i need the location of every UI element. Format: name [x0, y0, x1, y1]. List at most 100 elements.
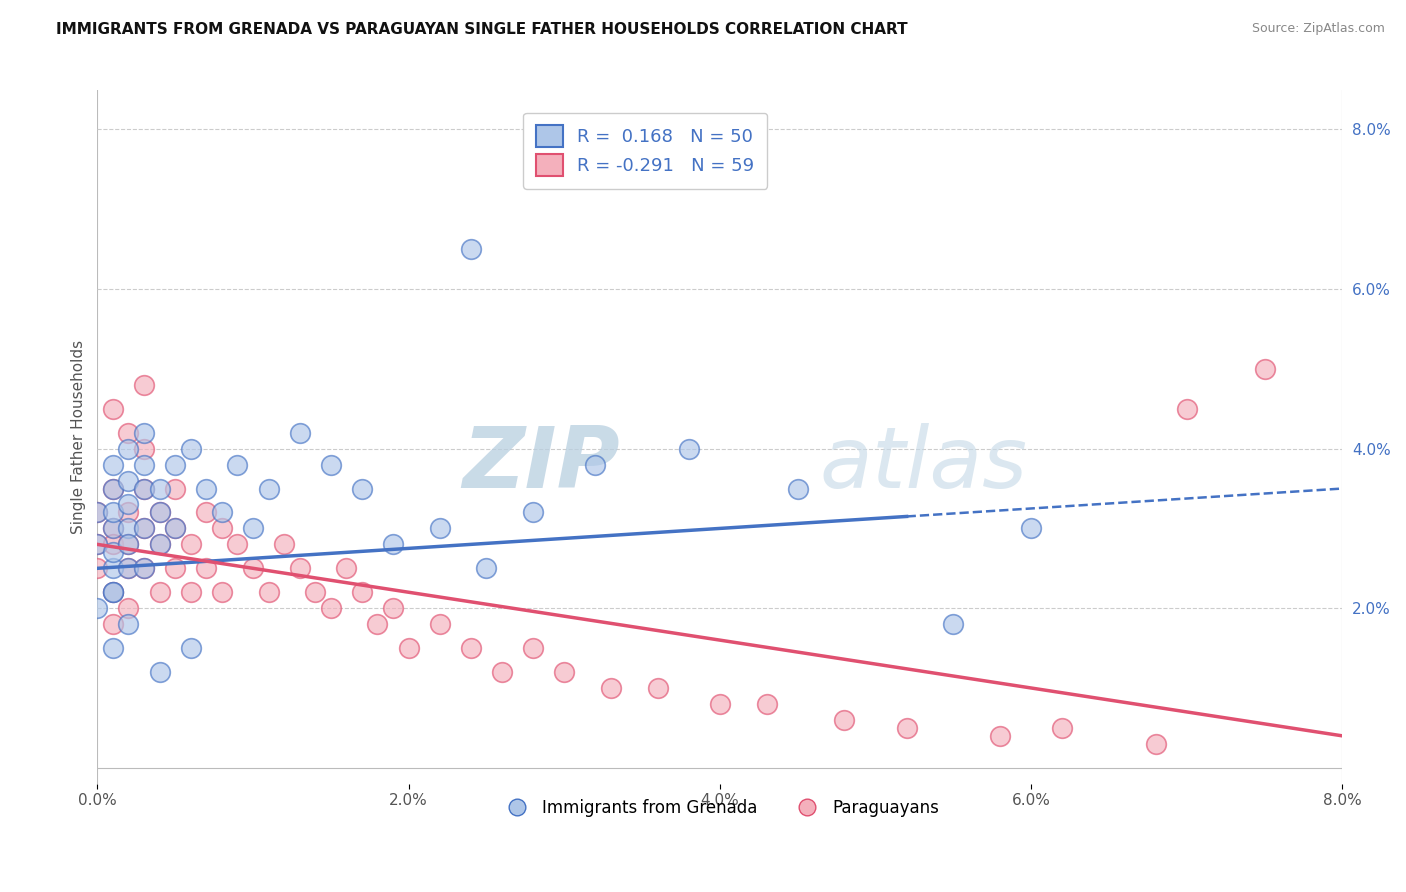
- Point: [149, 506, 172, 520]
- Point: [101, 561, 124, 575]
- Point: [86, 561, 108, 575]
- Point: [398, 641, 420, 656]
- Point: [165, 482, 187, 496]
- Point: [101, 521, 124, 535]
- Point: [180, 585, 202, 599]
- Point: [101, 401, 124, 416]
- Point: [101, 585, 124, 599]
- Point: [132, 561, 155, 575]
- Point: [101, 458, 124, 472]
- Text: IMMIGRANTS FROM GRENADA VS PARAGUAYAN SINGLE FATHER HOUSEHOLDS CORRELATION CHART: IMMIGRANTS FROM GRENADA VS PARAGUAYAN SI…: [56, 22, 908, 37]
- Point: [117, 601, 139, 615]
- Point: [460, 641, 482, 656]
- Point: [583, 458, 606, 472]
- Point: [117, 561, 139, 575]
- Point: [195, 506, 218, 520]
- Point: [382, 537, 405, 551]
- Point: [600, 681, 623, 695]
- Point: [475, 561, 498, 575]
- Point: [709, 697, 731, 711]
- Point: [553, 665, 575, 679]
- Text: ZIP: ZIP: [463, 423, 620, 506]
- Point: [86, 537, 108, 551]
- Point: [117, 425, 139, 440]
- Point: [786, 482, 808, 496]
- Point: [180, 537, 202, 551]
- Point: [1175, 401, 1198, 416]
- Point: [165, 561, 187, 575]
- Point: [211, 506, 233, 520]
- Point: [117, 617, 139, 632]
- Point: [242, 561, 264, 575]
- Point: [319, 601, 342, 615]
- Point: [132, 425, 155, 440]
- Point: [942, 617, 965, 632]
- Point: [101, 482, 124, 496]
- Y-axis label: Single Father Households: Single Father Households: [72, 340, 86, 533]
- Point: [132, 521, 155, 535]
- Point: [195, 561, 218, 575]
- Point: [132, 561, 155, 575]
- Point: [896, 721, 918, 735]
- Point: [117, 561, 139, 575]
- Point: [288, 425, 311, 440]
- Point: [211, 521, 233, 535]
- Point: [491, 665, 513, 679]
- Point: [149, 537, 172, 551]
- Point: [165, 521, 187, 535]
- Point: [101, 506, 124, 520]
- Point: [149, 585, 172, 599]
- Point: [132, 482, 155, 496]
- Point: [319, 458, 342, 472]
- Point: [117, 506, 139, 520]
- Point: [132, 442, 155, 456]
- Point: [429, 521, 451, 535]
- Point: [117, 537, 139, 551]
- Point: [647, 681, 669, 695]
- Text: Source: ZipAtlas.com: Source: ZipAtlas.com: [1251, 22, 1385, 36]
- Point: [288, 561, 311, 575]
- Point: [1019, 521, 1042, 535]
- Point: [335, 561, 357, 575]
- Point: [101, 482, 124, 496]
- Point: [149, 482, 172, 496]
- Point: [86, 506, 108, 520]
- Point: [195, 482, 218, 496]
- Point: [1052, 721, 1074, 735]
- Point: [149, 665, 172, 679]
- Point: [211, 585, 233, 599]
- Point: [257, 585, 280, 599]
- Point: [180, 442, 202, 456]
- Point: [101, 521, 124, 535]
- Point: [257, 482, 280, 496]
- Point: [226, 458, 249, 472]
- Point: [350, 482, 373, 496]
- Point: [101, 545, 124, 559]
- Point: [678, 442, 700, 456]
- Point: [988, 729, 1011, 743]
- Point: [132, 521, 155, 535]
- Point: [366, 617, 388, 632]
- Point: [1144, 737, 1167, 751]
- Point: [165, 458, 187, 472]
- Point: [132, 458, 155, 472]
- Point: [834, 713, 856, 727]
- Point: [101, 585, 124, 599]
- Legend: Immigrants from Grenada, Paraguayans: Immigrants from Grenada, Paraguayans: [494, 793, 946, 824]
- Point: [755, 697, 778, 711]
- Point: [117, 537, 139, 551]
- Point: [350, 585, 373, 599]
- Point: [226, 537, 249, 551]
- Point: [117, 442, 139, 456]
- Point: [304, 585, 326, 599]
- Point: [86, 537, 108, 551]
- Point: [242, 521, 264, 535]
- Text: atlas: atlas: [820, 423, 1028, 506]
- Point: [101, 537, 124, 551]
- Point: [117, 474, 139, 488]
- Point: [117, 498, 139, 512]
- Point: [86, 601, 108, 615]
- Point: [101, 617, 124, 632]
- Point: [86, 506, 108, 520]
- Point: [180, 641, 202, 656]
